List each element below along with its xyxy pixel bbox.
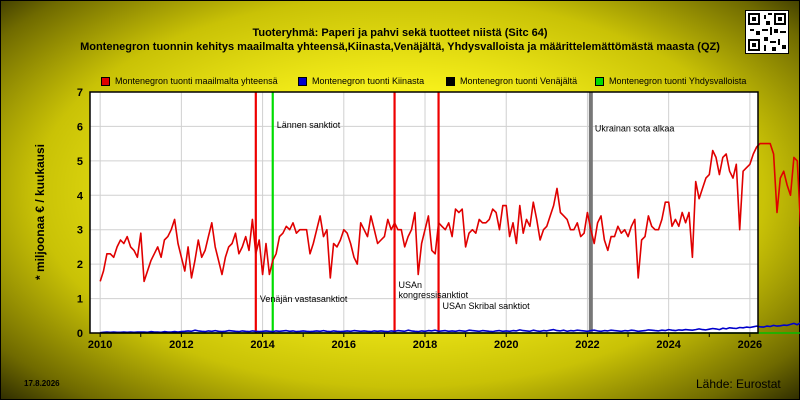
x-tick-label: 2022	[575, 339, 599, 351]
legend-label-world: Montenegron tuonti maailmalta yhteensä	[115, 76, 278, 86]
chart-title: Tuoteryhmä: Paperi ja pahvi sekä tuottee…	[252, 27, 548, 39]
x-tick-label: 2024	[656, 339, 681, 351]
y-tick-label: 4	[77, 190, 84, 202]
legend-swatch-russia	[446, 76, 455, 86]
legend-swatch-china	[298, 76, 307, 86]
legend-swatch-world	[101, 76, 110, 86]
x-tick-label: 2010	[88, 339, 112, 351]
legend-label-russia: Montenegron tuonti Venäjältä	[460, 76, 578, 86]
x-tick-label: 2026	[738, 339, 762, 351]
x-tick-label: 2014	[250, 339, 275, 351]
y-tick-label: 1	[77, 294, 83, 306]
legend-swatch-usa	[595, 76, 604, 86]
x-tick-label: 2012	[169, 339, 193, 351]
series-line-china	[100, 322, 800, 334]
chart-subtitle: Montenegron tuonnin kehitys maailmalta y…	[80, 41, 720, 53]
event-annotation: USAn	[399, 280, 423, 290]
footer-date: 17.8.2026	[24, 379, 60, 388]
legend-label-china: Montenegron tuonti Kiinasta	[312, 76, 425, 86]
x-tick-label: 2020	[494, 339, 518, 351]
legend-item-world: Montenegron tuonti maailmalta yhteensä	[101, 76, 278, 86]
legend-item-china: Montenegron tuonti Kiinasta	[298, 76, 424, 86]
y-tick-label: 5	[77, 156, 83, 168]
legend-item-usa: Montenegron tuonti Yhdysvalloista	[595, 76, 746, 86]
x-tick-label: 2016	[332, 339, 356, 351]
y-tick-label: 3	[77, 225, 83, 237]
plot-border	[89, 91, 759, 334]
event-annotation: USAn Skribal sanktiot	[443, 301, 531, 311]
x-tick-label: 2018	[413, 339, 437, 351]
source-label: Lähde: Eurostat	[696, 377, 781, 391]
legend-item-russia: Montenegron tuonti Venäjältä	[446, 76, 577, 86]
event-annotation: Lännen sanktiot	[277, 120, 341, 130]
series-line-world	[99, 142, 800, 283]
y-tick-label: 6	[77, 121, 83, 133]
event-annotation: kongressisanktiot	[399, 290, 469, 300]
y-tick-label: 0	[77, 328, 83, 340]
y-tick-label: 7	[77, 87, 83, 99]
y-tick-label: 2	[77, 259, 83, 271]
legend-label-usa: Montenegron tuonti Yhdysvalloista	[609, 76, 747, 86]
event-annotation: Ukrainan sota alkaa	[595, 124, 675, 134]
qr-code-icon[interactable]	[745, 10, 789, 54]
event-annotation: Venäjän vastasanktiot	[260, 294, 348, 304]
plot-area	[90, 92, 758, 333]
